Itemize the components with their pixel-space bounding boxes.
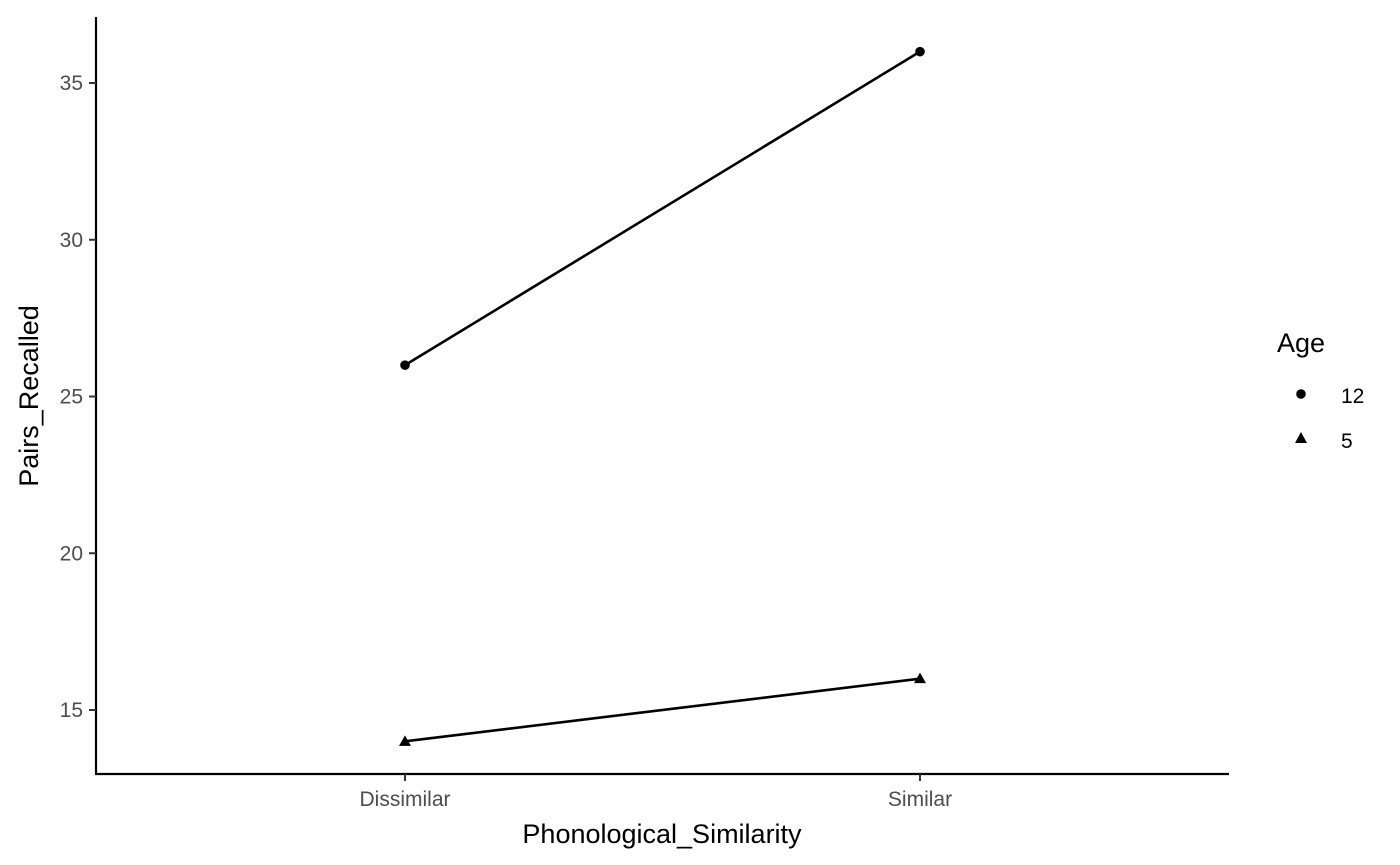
legend-marker-circle — [1296, 389, 1306, 399]
x-tick-label: Similar — [888, 788, 952, 811]
legend-items: 12 5 — [1295, 385, 1364, 453]
y-ticks: 15 20 25 30 35 — [60, 72, 96, 722]
plot-marks — [399, 46, 926, 746]
x-ticks: Dissimilar Similar — [360, 774, 952, 811]
series-line-5 — [404, 677, 921, 743]
y-axis-title: Pairs_Recalled — [14, 305, 44, 487]
y-tick-label: 30 — [60, 229, 83, 252]
legend-title: Age — [1277, 328, 1325, 358]
data-point-12-dissimilar — [400, 360, 410, 370]
legend-label-5: 5 — [1341, 430, 1353, 453]
series-line-12 — [404, 50, 921, 367]
legend-marker-triangle — [1295, 432, 1307, 443]
data-point-5-similar — [914, 672, 926, 684]
data-point-5-dissimilar — [399, 735, 411, 746]
x-axis-title: Phonological_Similarity — [522, 819, 802, 849]
y-tick-label: 15 — [60, 699, 83, 722]
y-tick-label: 20 — [60, 542, 83, 565]
axes — [94, 17, 1229, 776]
legend: Age 12 5 — [1277, 328, 1364, 453]
data-point-12-similar — [915, 46, 925, 57]
y-tick-label: 35 — [60, 72, 83, 95]
x-tick-label: Dissimilar — [360, 788, 451, 811]
legend-label-12: 12 — [1341, 385, 1364, 408]
y-tick-label: 25 — [60, 386, 83, 409]
